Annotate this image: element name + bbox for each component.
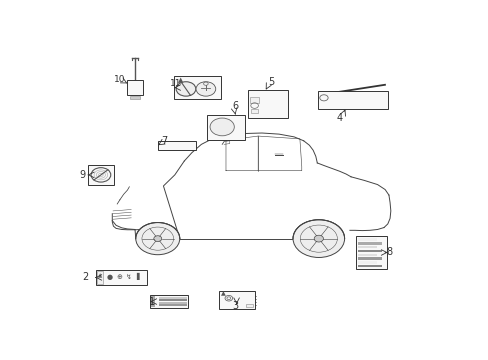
- FancyBboxPatch shape: [174, 76, 221, 99]
- FancyBboxPatch shape: [96, 270, 147, 285]
- FancyBboxPatch shape: [219, 291, 255, 309]
- FancyBboxPatch shape: [358, 242, 381, 244]
- FancyBboxPatch shape: [127, 80, 142, 95]
- FancyBboxPatch shape: [96, 271, 103, 284]
- FancyBboxPatch shape: [247, 90, 287, 118]
- FancyBboxPatch shape: [317, 91, 387, 109]
- Text: ●: ●: [106, 274, 112, 280]
- Text: ⊕: ⊕: [116, 274, 122, 280]
- FancyBboxPatch shape: [158, 141, 195, 150]
- Circle shape: [136, 222, 180, 255]
- FancyBboxPatch shape: [358, 238, 376, 241]
- Text: 7: 7: [161, 136, 167, 146]
- Text: 8: 8: [385, 247, 391, 257]
- Text: 3: 3: [232, 301, 238, 311]
- Circle shape: [210, 118, 234, 136]
- FancyBboxPatch shape: [358, 253, 376, 256]
- Circle shape: [176, 82, 196, 96]
- FancyBboxPatch shape: [159, 300, 186, 301]
- Text: ▲: ▲: [178, 77, 183, 83]
- FancyBboxPatch shape: [358, 250, 381, 252]
- FancyBboxPatch shape: [358, 257, 381, 260]
- Text: 11: 11: [169, 79, 181, 88]
- FancyBboxPatch shape: [159, 297, 186, 299]
- FancyBboxPatch shape: [246, 305, 253, 307]
- Circle shape: [154, 236, 162, 242]
- FancyBboxPatch shape: [150, 296, 155, 307]
- Text: 2: 2: [82, 273, 89, 283]
- FancyBboxPatch shape: [356, 236, 386, 269]
- FancyBboxPatch shape: [358, 261, 376, 264]
- Text: 10: 10: [114, 75, 125, 84]
- Text: ▲: ▲: [220, 292, 225, 296]
- FancyBboxPatch shape: [358, 265, 381, 267]
- Circle shape: [314, 235, 323, 242]
- Text: 9: 9: [79, 170, 85, 180]
- Text: 1: 1: [149, 297, 155, 307]
- FancyBboxPatch shape: [206, 115, 244, 140]
- FancyBboxPatch shape: [250, 109, 258, 113]
- Circle shape: [292, 220, 344, 257]
- FancyBboxPatch shape: [358, 246, 376, 248]
- Text: ↯: ↯: [126, 274, 132, 280]
- FancyBboxPatch shape: [159, 304, 186, 306]
- FancyBboxPatch shape: [150, 295, 188, 308]
- Text: 6: 6: [232, 102, 238, 111]
- Text: 5: 5: [268, 77, 274, 87]
- FancyBboxPatch shape: [129, 96, 140, 99]
- FancyBboxPatch shape: [250, 96, 258, 103]
- Text: ▲: ▲: [98, 274, 102, 279]
- FancyBboxPatch shape: [159, 302, 186, 303]
- Circle shape: [196, 82, 215, 96]
- Text: 4: 4: [336, 113, 342, 123]
- Text: ▌: ▌: [136, 273, 142, 280]
- FancyBboxPatch shape: [87, 165, 114, 185]
